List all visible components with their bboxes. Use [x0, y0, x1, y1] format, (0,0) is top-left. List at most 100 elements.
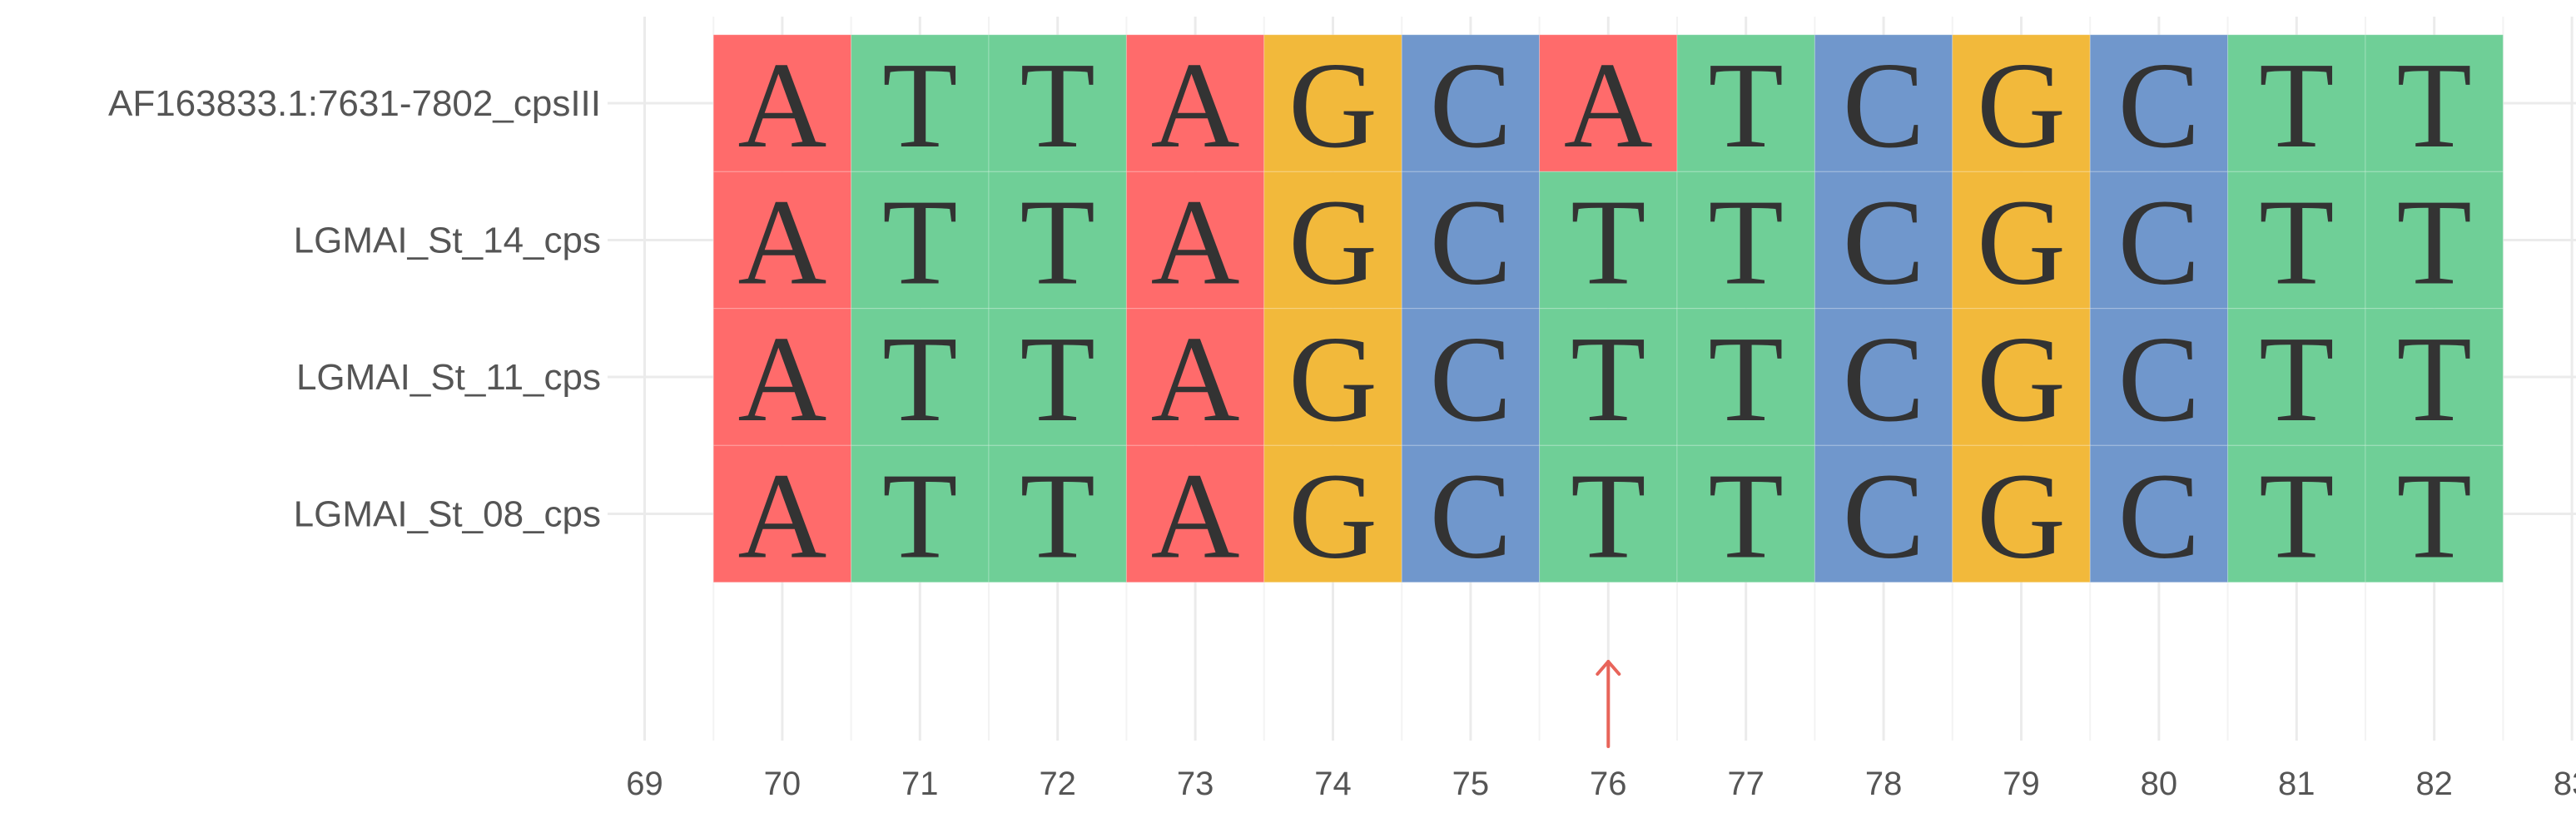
alignment-cell	[2365, 171, 2504, 310]
row-labels: AF163833.1:7631-7802_cpsIII LGMAI_St_14_c…	[108, 83, 601, 535]
alignment-cell	[2089, 308, 2229, 446]
alignment-cell	[2227, 171, 2366, 310]
x-tick-label: 80	[2141, 766, 2178, 802]
base-letter: T	[882, 175, 957, 311]
base-letter: C	[2118, 449, 2201, 585]
base-letter: A	[1151, 175, 1240, 311]
x-axis-ticks: 69 70 71 72 73 74 75 76 77 78 79 80 81 82 83	[626, 766, 2576, 802]
alignment-cell	[712, 444, 852, 583]
alignment-cell	[851, 171, 990, 310]
base-letter: C	[1430, 449, 1512, 585]
base-letter: T	[882, 311, 957, 448]
alignment-cell	[1952, 308, 2091, 446]
base-letter: T	[1708, 175, 1783, 311]
base-letter: T	[1571, 311, 1645, 448]
alignment-cell	[1814, 308, 1953, 446]
base-letter: C	[1430, 311, 1512, 448]
alignment-cell	[1263, 444, 1402, 583]
base-letter: G	[1288, 449, 1377, 585]
base-letter: T	[1020, 37, 1094, 174]
alignment-cell	[2227, 34, 2366, 172]
base-letter: A	[737, 449, 826, 585]
sequence-label: LGMAI_St_08_cps	[294, 494, 601, 535]
up-arrow-icon	[1596, 660, 1621, 748]
alignment-cell	[851, 308, 990, 446]
base-letter: T	[1708, 449, 1783, 585]
base-letter: T	[1020, 311, 1094, 448]
base-letter: T	[1571, 175, 1645, 311]
base-letter: T	[2396, 449, 2471, 585]
alignment-cell	[1125, 308, 1265, 446]
alignment-cell	[1952, 444, 2091, 583]
alignment-cell	[712, 171, 852, 310]
sequence-label: LGMAI_St_11_cps	[296, 357, 601, 398]
alignment-cell	[1539, 444, 1678, 583]
base-letter: T	[2259, 311, 2334, 448]
alignment-cell	[1125, 34, 1265, 172]
alignment-cell	[2089, 171, 2229, 310]
highlight-marker	[1596, 660, 1621, 748]
alignment-cell	[1676, 444, 1815, 583]
alignment-cell	[1952, 34, 2091, 172]
base-letter: G	[1977, 37, 2066, 174]
alignment-cell	[2365, 308, 2504, 446]
base-letter: T	[2396, 37, 2471, 174]
alignment-cell	[1676, 34, 1815, 172]
base-letters: A T T A G C A T C G C T TA T T A G C T T C G C T TA T T A G C T T C G C T TA…	[737, 37, 2471, 585]
base-letter: T	[2259, 37, 2334, 174]
base-letter: T	[2259, 175, 2334, 311]
sequence-label: AF163833.1:7631-7802_cpsIII	[108, 83, 601, 124]
x-tick-label: 76	[1590, 766, 1627, 802]
base-letter: A	[737, 311, 826, 448]
base-letter: T	[882, 449, 957, 585]
base-letter: C	[2118, 175, 2201, 311]
base-letter: A	[737, 37, 826, 174]
base-letter: G	[1288, 175, 1377, 311]
base-letter: T	[2259, 449, 2334, 585]
alignment-cell	[1263, 308, 1402, 446]
alignment-cell	[988, 171, 1127, 310]
x-tick-label: 82	[2415, 766, 2453, 802]
alignment-cell	[1263, 34, 1402, 172]
sequence-label: LGMAI_St_14_cps	[294, 221, 601, 261]
alignment-cell	[851, 34, 990, 172]
alignment-cell	[1125, 444, 1265, 583]
base-letter: T	[2396, 311, 2471, 448]
x-tick-label: 79	[2003, 766, 2040, 802]
base-letter: C	[1430, 175, 1512, 311]
base-letter: T	[1708, 37, 1783, 174]
base-letter: C	[1843, 449, 1925, 585]
alignment-cell	[1125, 171, 1265, 310]
alignment-cell	[1401, 34, 1541, 172]
x-tick-label: 78	[1865, 766, 1903, 802]
alignment-cell	[1401, 171, 1541, 310]
alignment-cell	[2089, 34, 2229, 172]
base-letter: C	[1843, 311, 1925, 448]
base-letter: G	[1977, 175, 2066, 311]
alignment-cell	[2089, 444, 2229, 583]
base-letter: T	[1708, 311, 1783, 448]
alignment-cell	[2365, 34, 2504, 172]
base-letter: G	[1977, 449, 2066, 585]
base-letter: T	[1020, 449, 1094, 585]
x-tick-label: 72	[1039, 766, 1076, 802]
alignment-cell	[1814, 34, 1953, 172]
alignment-cell	[1676, 308, 1815, 446]
alignment-cell	[1539, 34, 1678, 172]
alignment-cell	[1263, 171, 1402, 310]
alignment-cell	[1814, 171, 1953, 310]
base-letter: T	[2396, 175, 2471, 311]
base-letter: A	[1151, 311, 1240, 448]
x-tick-label: 83	[2554, 766, 2576, 802]
base-letter: T	[1571, 449, 1645, 585]
x-tick-label: 70	[764, 766, 802, 802]
alignment-cell	[851, 444, 990, 583]
base-letter: C	[1430, 37, 1512, 174]
base-letter: C	[2118, 311, 2201, 448]
base-letter: A	[737, 175, 826, 311]
base-letter: A	[1151, 37, 1240, 174]
base-letter: G	[1977, 311, 2066, 448]
alignment-cell	[1814, 444, 1953, 583]
base-letter: A	[1564, 37, 1653, 174]
